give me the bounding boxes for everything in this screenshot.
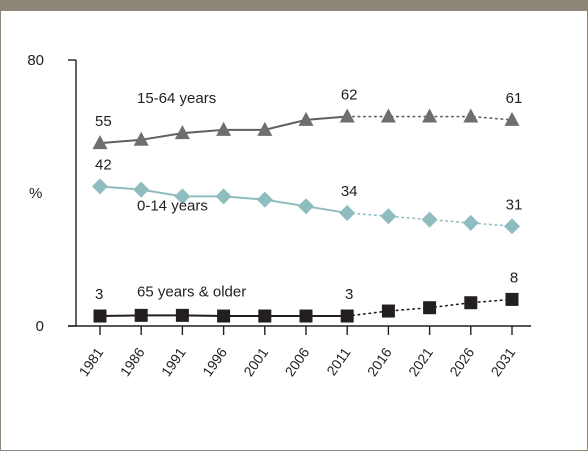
data-point-square — [381, 304, 395, 318]
data-label: 61 — [506, 90, 523, 107]
x-tick-label: 1991 — [158, 344, 189, 379]
data-point-diamond — [174, 188, 191, 205]
data-point-square — [505, 292, 519, 306]
data-point-diamond — [504, 218, 520, 235]
series-group — [92, 108, 520, 323]
data-point-triangle — [380, 108, 396, 123]
data-label: 31 — [506, 196, 523, 213]
x-tick-label: 2031 — [487, 344, 518, 379]
y-axis-label: % — [29, 185, 42, 202]
x-tick-label: 2021 — [405, 344, 436, 379]
data-point-diamond — [298, 198, 314, 215]
data-label: 55 — [95, 113, 112, 130]
x-tick-label: 2006 — [281, 344, 312, 379]
data-point-square — [423, 301, 437, 315]
data-point-triangle — [174, 125, 190, 140]
data-point-diamond — [421, 211, 438, 228]
data-point-square — [258, 309, 272, 323]
data-point-square — [217, 309, 231, 323]
data-point-triangle — [133, 131, 149, 146]
data-label: 8 — [510, 269, 518, 286]
data-point-square — [464, 296, 478, 310]
data-point-triangle — [257, 121, 273, 136]
y-tick-label: 80 — [27, 52, 44, 69]
data-label: 3 — [345, 286, 353, 303]
data-label: 3 — [95, 286, 103, 303]
series-name-label: 15-64 years — [137, 90, 216, 107]
data-label: 34 — [341, 183, 358, 200]
header-bar — [0, 0, 588, 11]
labels-group: 55 62 61 15-64 years 42 34 31 0-14 years 3 3 8 65 y… — [95, 87, 523, 303]
data-point-diamond — [462, 214, 479, 231]
data-point-diamond — [92, 178, 108, 195]
x-tick-label: 2026 — [446, 344, 477, 379]
data-point-triangle — [92, 135, 108, 150]
x-tick-label: 2011 — [323, 344, 353, 378]
data-point-square — [134, 308, 148, 322]
series-name-label: 65 years & older — [137, 283, 246, 300]
x-tick-label: 1986 — [117, 344, 148, 379]
data-point-triangle — [339, 108, 355, 123]
data-point-diamond — [256, 191, 273, 208]
axes: 0 80% 1981 1986 1991 1996 2001 2006 2011 2016 2021… — [27, 52, 531, 379]
x-tick-label: 1996 — [199, 344, 230, 379]
data-point-diamond — [380, 208, 397, 225]
data-point-square — [299, 309, 313, 323]
data-point-triangle — [504, 111, 520, 126]
data-point-diamond — [133, 181, 150, 198]
data-point-diamond — [215, 188, 232, 205]
data-point-triangle — [298, 111, 314, 126]
y-tick-label: 0 — [36, 318, 44, 335]
data-label: 62 — [341, 87, 358, 104]
x-tick-label: 2001 — [240, 344, 271, 379]
data-point-triangle — [463, 108, 479, 123]
data-label: 42 — [95, 156, 112, 173]
x-tick-label: 1981 — [75, 344, 106, 379]
data-point-triangle — [216, 121, 232, 136]
series-name-label: 0-14 years — [137, 198, 208, 215]
data-point-diamond — [339, 204, 356, 221]
data-point-square — [93, 309, 107, 323]
data-point-triangle — [422, 108, 438, 123]
x-tick-label: 2016 — [364, 344, 395, 379]
data-point-square — [175, 308, 189, 322]
data-point-square — [340, 309, 354, 323]
